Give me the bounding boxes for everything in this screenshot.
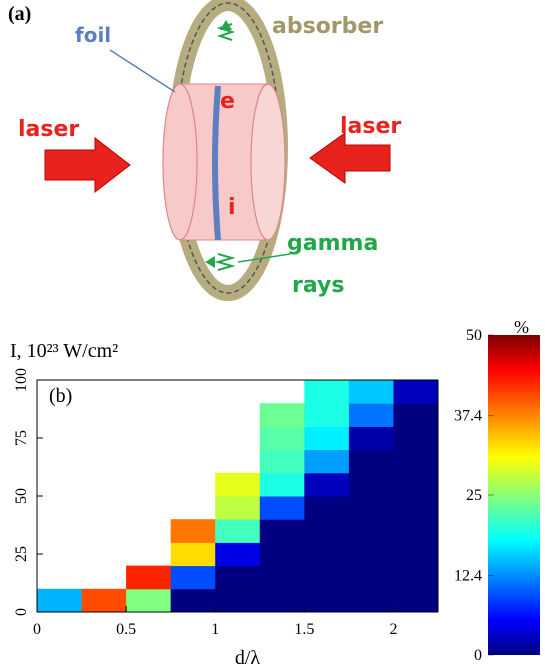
gamma-label: gamma <box>287 231 378 256</box>
gamma-arrow <box>220 20 232 30</box>
heat-cell <box>348 519 394 543</box>
colorbar-tick-label: 12.4 <box>454 568 482 585</box>
foil-pointer <box>109 49 176 93</box>
heat-cell <box>37 588 83 613</box>
heat-cell <box>259 426 305 451</box>
heat-cell <box>304 472 350 497</box>
heat-cell <box>393 519 439 543</box>
colorbar <box>488 335 540 655</box>
heat-cell <box>304 380 350 404</box>
heat-cell <box>259 496 305 520</box>
laser-arrow <box>309 132 391 184</box>
ion-label: i <box>228 195 236 220</box>
y-tick-label: 25 <box>13 546 30 562</box>
heat-cell <box>215 472 261 497</box>
y-tick-label: 0 <box>13 608 30 616</box>
heat-cell <box>259 403 305 427</box>
y-tick-label: 100 <box>13 368 30 392</box>
heat-cell <box>393 542 439 567</box>
x-tick-label: 0.5 <box>116 621 136 638</box>
laser-arrow <box>44 136 131 194</box>
cylinder-end <box>250 83 286 241</box>
y-tick-label: 75 <box>13 430 30 446</box>
colorbar-tick-label: 50 <box>466 327 482 344</box>
colorbar-tick-label: 37.4 <box>454 408 482 425</box>
heat-cell <box>348 588 394 613</box>
heatmap-chart: I, 10²³ W/cm² % 0 0.5 1 1.5 2 0 25 50 75 100 (b) d/… <box>10 317 540 669</box>
x-tick-label: 2 <box>389 621 397 638</box>
x-axis-label: d/λ <box>235 647 261 669</box>
heat-cell <box>215 588 261 613</box>
x-tick-label: 1 <box>211 621 219 638</box>
gamma-arrow <box>205 256 215 268</box>
heat-cell <box>170 542 216 567</box>
heat-cell <box>81 588 127 613</box>
heat-cell <box>215 496 261 520</box>
foil <box>212 85 221 241</box>
heat-cell <box>215 565 261 590</box>
heat-cell <box>393 403 439 427</box>
heat-cell <box>304 426 350 451</box>
heat-cell <box>304 519 350 543</box>
heat-cell <box>259 542 305 567</box>
heat-cell <box>348 496 394 520</box>
heat-cell <box>170 588 216 613</box>
panel-label: (a) <box>8 3 31 25</box>
x-tick-label: 0 <box>33 621 41 638</box>
heat-cell <box>259 472 305 497</box>
heat-cell <box>215 519 261 543</box>
heat-cell <box>304 449 350 474</box>
heat-cell <box>259 565 305 590</box>
gamma-label: rays <box>292 273 344 298</box>
heat-cell <box>393 565 439 590</box>
heat-cell <box>126 588 172 613</box>
heat-cell <box>393 426 439 451</box>
y-axis-label: I, 10²³ W/cm² <box>10 340 118 362</box>
gamma-pointer <box>237 253 291 263</box>
colorbar-tick-label: 0 <box>474 647 482 664</box>
heat-cell <box>393 588 439 613</box>
heat-cell <box>348 403 394 427</box>
heat-cell <box>304 565 350 590</box>
colorbar-label: % <box>514 317 529 337</box>
foil-label: foil <box>75 23 111 47</box>
heat-cell <box>304 588 350 613</box>
heat-cell <box>348 565 394 590</box>
heat-cell <box>259 519 305 543</box>
heat-cell <box>348 426 394 451</box>
heat-cell <box>393 449 439 474</box>
heat-cell <box>126 565 172 590</box>
panel-label: (b) <box>49 385 72 407</box>
absorber-label: absorber <box>272 14 383 39</box>
heat-cell <box>170 565 216 590</box>
heat-cell <box>348 449 394 474</box>
y-tick-label: 50 <box>13 488 30 504</box>
laser-label: laser <box>340 114 401 139</box>
heat-cell <box>393 380 439 404</box>
x-tick-label: 1.5 <box>294 621 314 638</box>
heat-cell <box>393 496 439 520</box>
heat-cell <box>393 472 439 497</box>
heat-cell <box>259 588 305 613</box>
heat-cell <box>348 380 394 404</box>
heat-cell <box>348 472 394 497</box>
cylinder-end <box>162 83 198 241</box>
diagram: (a) foil absorber laser laser e i gamma … <box>8 0 401 301</box>
laser-label: laser <box>18 117 79 142</box>
colorbar-tick-label: 25 <box>466 487 482 504</box>
heat-cell <box>304 403 350 427</box>
electron-label: e <box>220 89 235 114</box>
heat-cell <box>215 542 261 567</box>
heat-cell <box>348 542 394 567</box>
heat-cell <box>304 542 350 567</box>
gamma-wave <box>214 253 236 271</box>
heat-cell <box>304 496 350 520</box>
heat-cell <box>259 449 305 474</box>
heat-cell <box>170 519 216 543</box>
